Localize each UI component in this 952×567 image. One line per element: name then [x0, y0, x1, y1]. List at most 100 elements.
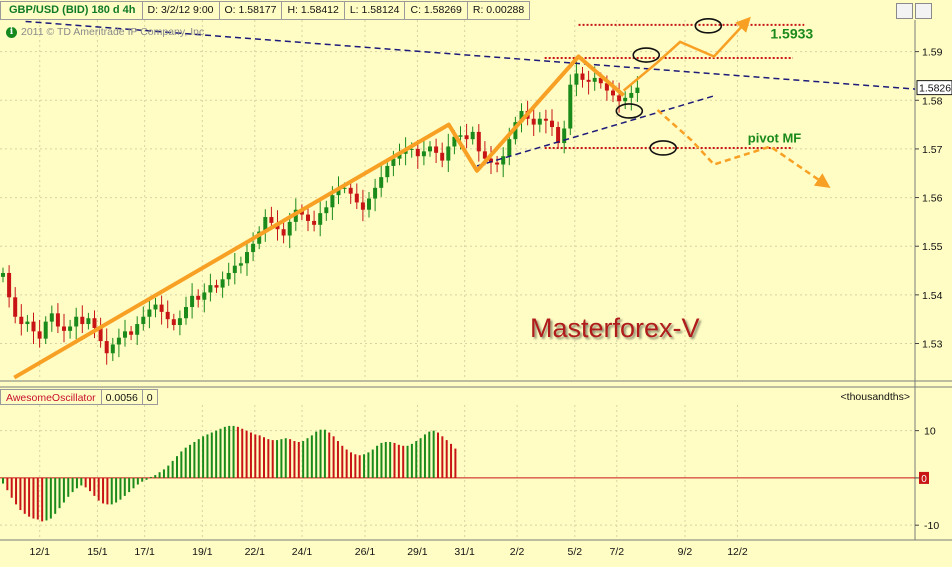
candle-body: [171, 319, 176, 326]
candle: [37, 319, 42, 348]
candle: [208, 273, 213, 302]
candle-body: [428, 146, 432, 152]
oscillator-name[interactable]: AwesomeOscillator: [0, 389, 102, 405]
candle: [629, 83, 634, 111]
candle: [62, 313, 66, 343]
candle: [318, 200, 323, 237]
candle: [489, 146, 493, 174]
oscillator-units: <thousandths>: [840, 391, 910, 403]
candle-body: [202, 292, 207, 300]
candle-body: [391, 158, 396, 166]
candle: [116, 328, 121, 358]
candle-body: [68, 326, 73, 331]
candle: [25, 315, 30, 332]
candle-body: [214, 285, 219, 288]
candle: [190, 283, 195, 319]
candle: [245, 243, 249, 276]
x-tick-label: 12/2: [727, 546, 748, 558]
oscillator-extra: 0: [142, 389, 158, 405]
candle-body: [269, 217, 274, 223]
info-icon[interactable]: i: [6, 26, 17, 38]
candle: [421, 139, 426, 166]
candle-body: [373, 187, 378, 199]
candle-body: [92, 318, 97, 328]
candle-body: [354, 193, 359, 203]
candle-body: [562, 128, 567, 144]
y-tick-label: 10: [924, 426, 936, 438]
candle: [306, 206, 310, 232]
candle: [385, 160, 390, 183]
candle-body: [470, 131, 475, 140]
candle-body: [507, 139, 512, 157]
candle-body: [489, 158, 493, 163]
candle-body: [623, 97, 628, 102]
scroll-up-button[interactable]: [896, 3, 913, 19]
candle-body: [123, 331, 127, 338]
candle-body: [104, 341, 109, 354]
candle: [550, 109, 554, 137]
support-trendline: [476, 95, 715, 167]
candle-body: [153, 304, 158, 310]
candle-body: [543, 118, 548, 121]
candle: [159, 295, 164, 325]
candle-body: [147, 309, 152, 317]
projection-down-arrow: [656, 109, 831, 188]
range-field: R: 0.00288: [467, 1, 531, 20]
candle: [440, 142, 445, 168]
x-tick-label: 2/2: [510, 546, 525, 558]
candle-body: [550, 120, 554, 128]
candle: [129, 326, 134, 341]
y-tick-label: 1.56: [922, 193, 943, 205]
candle: [354, 183, 359, 209]
candle: [446, 133, 451, 173]
candle: [147, 296, 152, 329]
watermark-text: Masterforex-V: [530, 313, 700, 343]
candle-body: [495, 162, 500, 165]
candle-body: [379, 177, 384, 188]
candle-body: [245, 252, 249, 264]
ellipse-marker: [649, 140, 677, 156]
candle-body: [208, 285, 213, 293]
candle-body: [421, 151, 426, 157]
candle: [623, 91, 628, 110]
candle-body: [86, 318, 91, 325]
candle: [324, 200, 329, 221]
candle-body: [367, 198, 371, 210]
candle-body: [281, 229, 286, 236]
x-tick-label: 17/1: [134, 546, 155, 558]
candle-body: [25, 321, 30, 325]
candle: [428, 141, 432, 157]
candle-body: [7, 272, 12, 298]
candle: [373, 178, 378, 212]
candle-body: [287, 221, 292, 236]
symbol-label[interactable]: GBP/USD (BID) 180 d 4h: [0, 1, 143, 20]
candle-body: [257, 231, 262, 244]
orange-wave-path: [13, 54, 625, 380]
candle: [1, 267, 5, 283]
candle: [531, 106, 536, 137]
candle-body: [62, 326, 66, 331]
candle: [586, 70, 591, 95]
candle: [226, 262, 231, 286]
ellipse-marker: [615, 103, 644, 119]
candle: [165, 300, 170, 329]
candle-body: [55, 313, 60, 327]
y-tick-label: 1.57: [922, 144, 943, 156]
candle-body: [116, 337, 121, 345]
candle: [464, 123, 469, 149]
candle-body: [31, 321, 36, 332]
candle: [537, 112, 542, 133]
x-tick-label: 24/1: [292, 546, 313, 558]
candle: [232, 253, 237, 285]
candle-body: [385, 165, 390, 178]
candle-body: [556, 127, 561, 144]
candle-body: [1, 272, 5, 277]
candle: [202, 283, 207, 313]
window-toggle-button[interactable]: [915, 3, 932, 19]
price-tag-bg: [916, 80, 952, 96]
candle-body: [531, 118, 536, 125]
candle-body: [580, 73, 585, 80]
candle-body: [74, 316, 79, 327]
candle-body: [342, 187, 347, 189]
candle: [562, 120, 567, 154]
